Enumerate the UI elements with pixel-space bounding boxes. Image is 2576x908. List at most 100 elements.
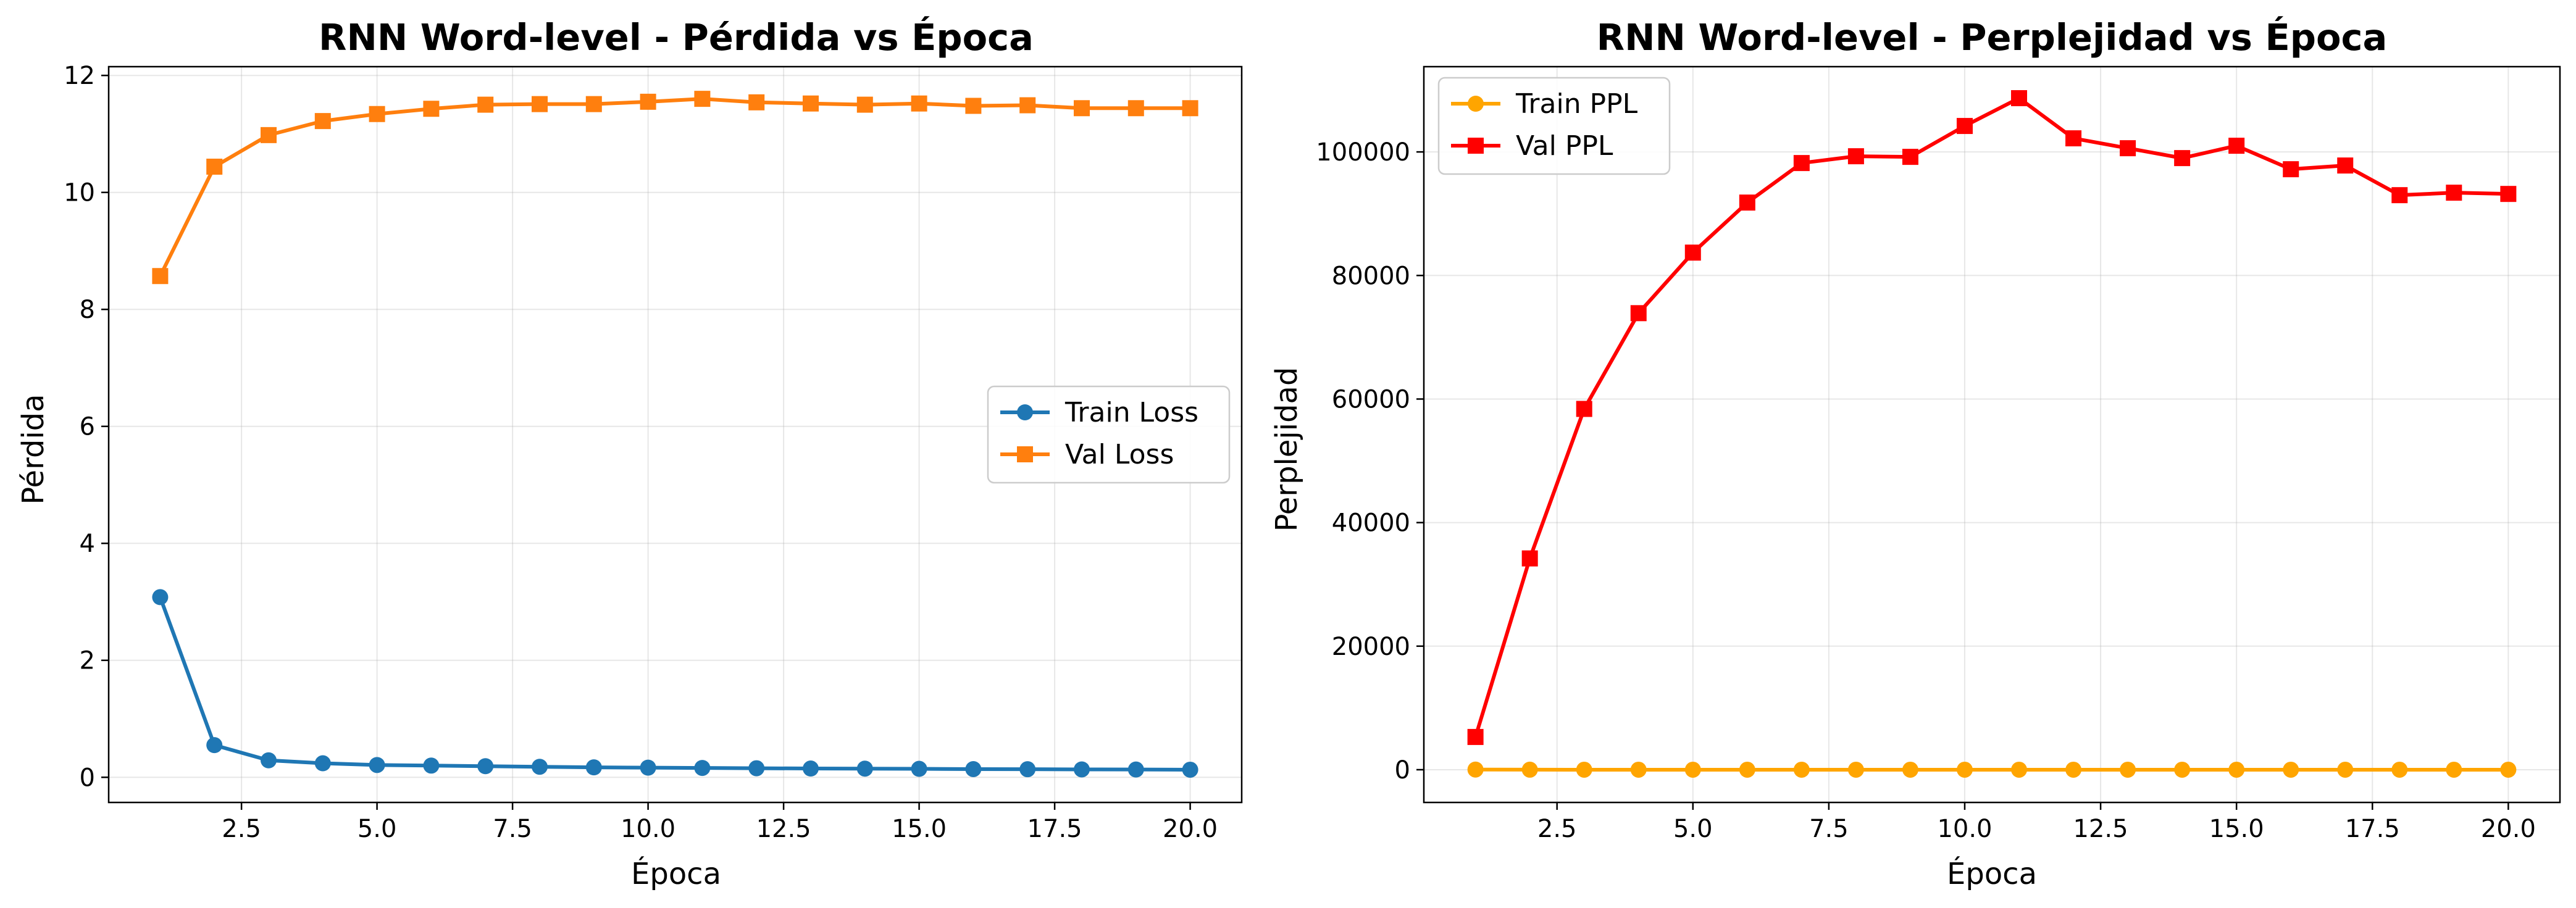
data-point (2446, 185, 2462, 201)
legend-marker (1017, 446, 1033, 462)
data-point (2011, 90, 2028, 107)
data-point (965, 760, 982, 777)
data-point (261, 127, 277, 143)
data-point (261, 752, 277, 768)
data-point (1182, 761, 1198, 778)
plot-frame (1423, 65, 2561, 804)
x-tick-label: 15.0 (892, 815, 947, 843)
y-tick-label: 4 (80, 530, 95, 558)
data-point (532, 759, 548, 775)
data-point (1902, 149, 1918, 165)
data-point (1739, 761, 1755, 778)
data-point (152, 268, 169, 285)
data-point (2283, 161, 2299, 178)
x-tick-label: 20.0 (2481, 815, 2536, 843)
data-point (1182, 100, 1198, 117)
y-tick-label: 6 (80, 413, 95, 441)
data-point (1902, 761, 1918, 778)
series-train-ppl (1467, 761, 2517, 778)
data-point (2337, 157, 2354, 174)
y-tick-label: 60000 (1332, 385, 1410, 414)
data-point (2065, 130, 2082, 147)
data-point (532, 96, 548, 112)
y-tick-label: 10 (64, 179, 95, 207)
data-point (314, 113, 331, 130)
data-point (802, 95, 819, 112)
data-point (2337, 761, 2354, 778)
data-point (2283, 761, 2299, 778)
legend-marker (1468, 96, 1484, 112)
data-point (911, 760, 927, 777)
data-point (2446, 761, 2462, 778)
y-tick-label: 12 (64, 62, 95, 90)
data-point (1847, 761, 1864, 778)
data-point (1793, 761, 1810, 778)
data-point (1684, 761, 1701, 778)
data-point (477, 758, 494, 775)
y-tick-label: 80000 (1332, 262, 1410, 290)
data-point (314, 755, 331, 772)
data-point (1956, 118, 1973, 135)
data-point (911, 95, 927, 112)
series-line (158, 596, 1190, 772)
data-point (1793, 155, 1810, 172)
data-point (1630, 305, 1647, 322)
legend-marker (1468, 138, 1484, 154)
x-tick-label: 7.5 (493, 815, 532, 843)
data-point (640, 759, 656, 776)
x-tick-label: 15.0 (2209, 815, 2264, 843)
legend-label: Val Loss (1065, 439, 1174, 470)
data-point (1630, 761, 1647, 778)
x-tick-label: 10.0 (1937, 815, 1992, 843)
data-point (585, 96, 602, 112)
data-point (640, 93, 656, 110)
data-point (369, 106, 385, 122)
legend-label: Train PPL (1515, 88, 1638, 120)
data-point (856, 96, 873, 113)
data-point (2174, 150, 2191, 167)
x-tick-label: 2.5 (222, 815, 261, 843)
data-point (1576, 761, 1592, 778)
data-point (1521, 761, 1538, 778)
x-tick-label: 10.0 (621, 815, 675, 843)
perplexity-chart: RNN Word-level - Perplejidad vs Época Ép… (1269, 16, 2561, 891)
x-tick-label: 5.0 (358, 815, 397, 843)
data-point (1019, 761, 1036, 778)
series-line (158, 97, 1190, 277)
chart-title: RNN Word-level - Perplejidad vs Época (1597, 16, 2388, 59)
data-point (423, 757, 440, 774)
legend-marker (1017, 404, 1033, 420)
x-tick-label: 2.5 (1537, 815, 1577, 843)
data-point (1684, 244, 1701, 261)
data-point (748, 760, 765, 777)
data-point (2011, 761, 2028, 778)
data-point (694, 91, 711, 107)
y-axis-label: Perplejidad (1269, 367, 1304, 532)
data-point (1127, 100, 1144, 117)
legend: Train Loss Val Loss (987, 385, 1231, 484)
y-tick-label: 100000 (1316, 138, 1410, 167)
series-line (1473, 96, 2509, 738)
data-point (423, 101, 440, 117)
data-point (206, 159, 223, 175)
y-axis-label: Pérdida (16, 394, 51, 504)
data-point (1073, 100, 1090, 117)
data-point (2500, 761, 2517, 778)
data-point (2065, 761, 2082, 778)
y-tick-label: 8 (80, 296, 95, 324)
data-point (965, 98, 982, 114)
data-point (1739, 194, 1755, 211)
data-point (1956, 761, 1973, 778)
y-tick-label: 2 (80, 647, 95, 675)
data-point (206, 737, 223, 754)
legend-label: Train Loss (1064, 397, 1198, 428)
data-point (856, 760, 873, 777)
x-tick-label: 7.5 (1809, 815, 1849, 843)
x-tick-label: 12.5 (2073, 815, 2128, 843)
x-tick-label: 17.5 (1027, 815, 1082, 843)
data-point (1847, 148, 1864, 165)
data-point (1073, 761, 1090, 778)
grid (109, 67, 1242, 802)
data-point (2120, 140, 2136, 157)
